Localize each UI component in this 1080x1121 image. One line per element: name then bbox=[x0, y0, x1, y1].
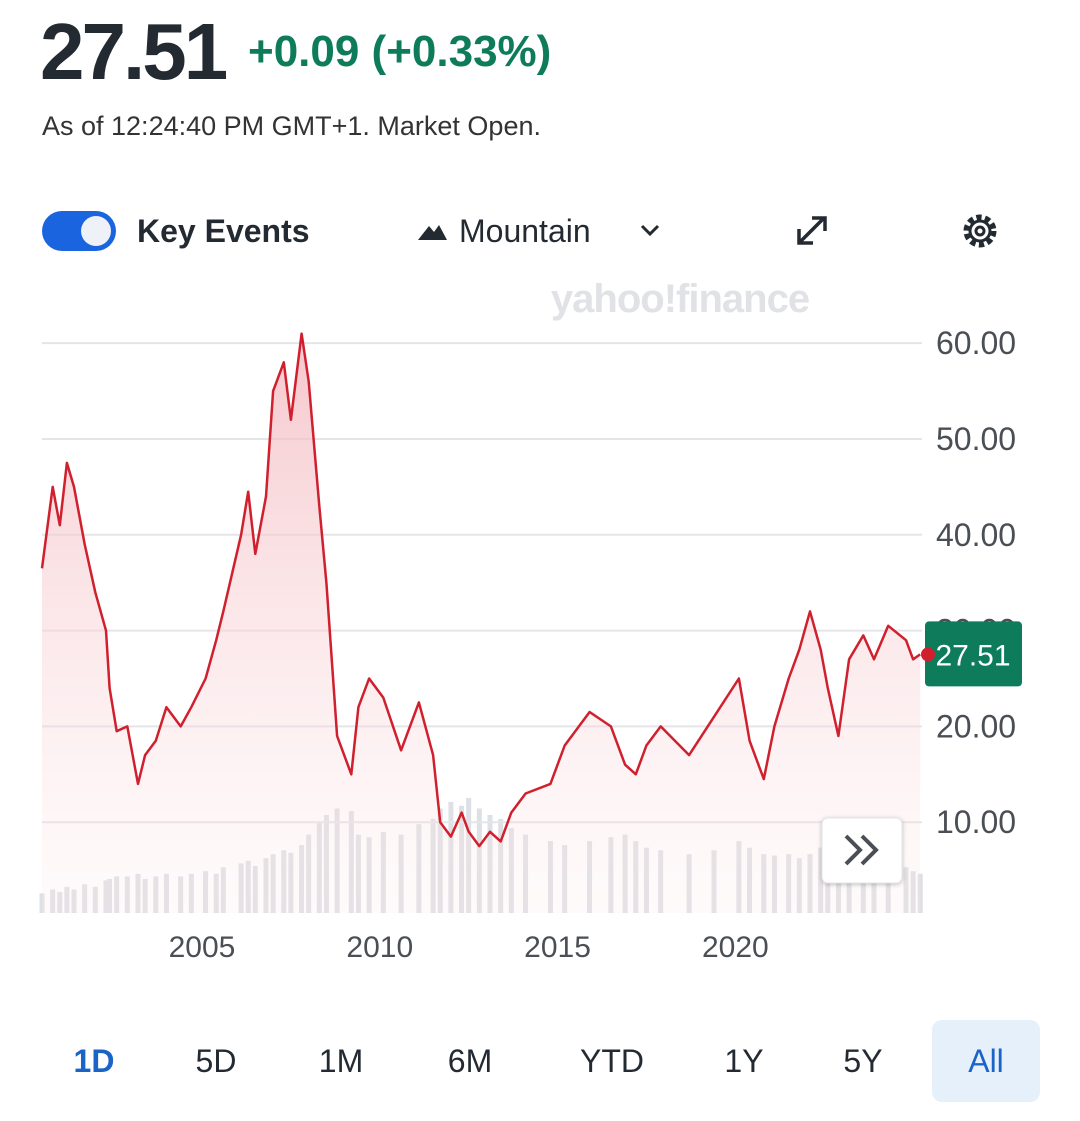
x-tick-label: 2020 bbox=[702, 931, 769, 964]
x-tick-label: 2015 bbox=[524, 931, 591, 964]
price-change: +0.09 (+0.33%) bbox=[248, 27, 551, 76]
x-tick-label: 2005 bbox=[169, 931, 236, 964]
last-point bbox=[921, 647, 935, 662]
key-events-label[interactable]: Key Events bbox=[137, 213, 310, 249]
mountain-icon[interactable] bbox=[418, 225, 447, 240]
range-button[interactable]: 1Y bbox=[724, 1043, 763, 1079]
plot: 10.0020.0030.0040.0050.0060.002005201020… bbox=[39, 325, 1022, 964]
y-tick-label: 20.00 bbox=[936, 708, 1016, 744]
chart-type[interactable]: Mountain bbox=[459, 213, 591, 249]
scroll-button[interactable] bbox=[821, 817, 903, 884]
last-price-label: 27.51 bbox=[935, 639, 1010, 672]
price: 27.51 bbox=[40, 7, 227, 96]
toggle-knob[interactable] bbox=[81, 216, 111, 246]
settings-icon[interactable] bbox=[963, 214, 997, 248]
key-events-toggle[interactable] bbox=[42, 211, 116, 251]
range-selected-bg[interactable] bbox=[932, 1020, 1040, 1102]
range-button[interactable]: YTD bbox=[580, 1043, 644, 1079]
range-button[interactable]: All bbox=[968, 1043, 1004, 1079]
y-tick-label: 60.00 bbox=[936, 325, 1016, 361]
range-button[interactable]: 5Y bbox=[843, 1043, 882, 1079]
last-price-badge bbox=[925, 621, 1022, 687]
range-button[interactable]: 1D bbox=[74, 1043, 115, 1079]
volume-bar bbox=[917, 873, 923, 913]
timestamp: As of 12:24:40 PM GMT+1. Market Open. bbox=[42, 111, 541, 141]
y-tick-label: 40.00 bbox=[936, 517, 1016, 553]
watermark: yahoo!finance bbox=[551, 277, 809, 321]
range-button[interactable]: 1M bbox=[319, 1043, 363, 1079]
range-button[interactable]: 6M bbox=[448, 1043, 492, 1079]
expand-icon[interactable] bbox=[797, 216, 827, 245]
range-button[interactable]: 5D bbox=[196, 1043, 237, 1079]
y-tick-label: 50.00 bbox=[936, 421, 1016, 457]
scroll-icon[interactable] bbox=[844, 834, 879, 866]
price-line bbox=[40, 332, 921, 848]
y-tick-label: 10.00 bbox=[936, 804, 1016, 840]
chevron[interactable] bbox=[640, 224, 660, 237]
area bbox=[42, 333, 921, 914]
x-tick-label: 2010 bbox=[346, 931, 413, 964]
